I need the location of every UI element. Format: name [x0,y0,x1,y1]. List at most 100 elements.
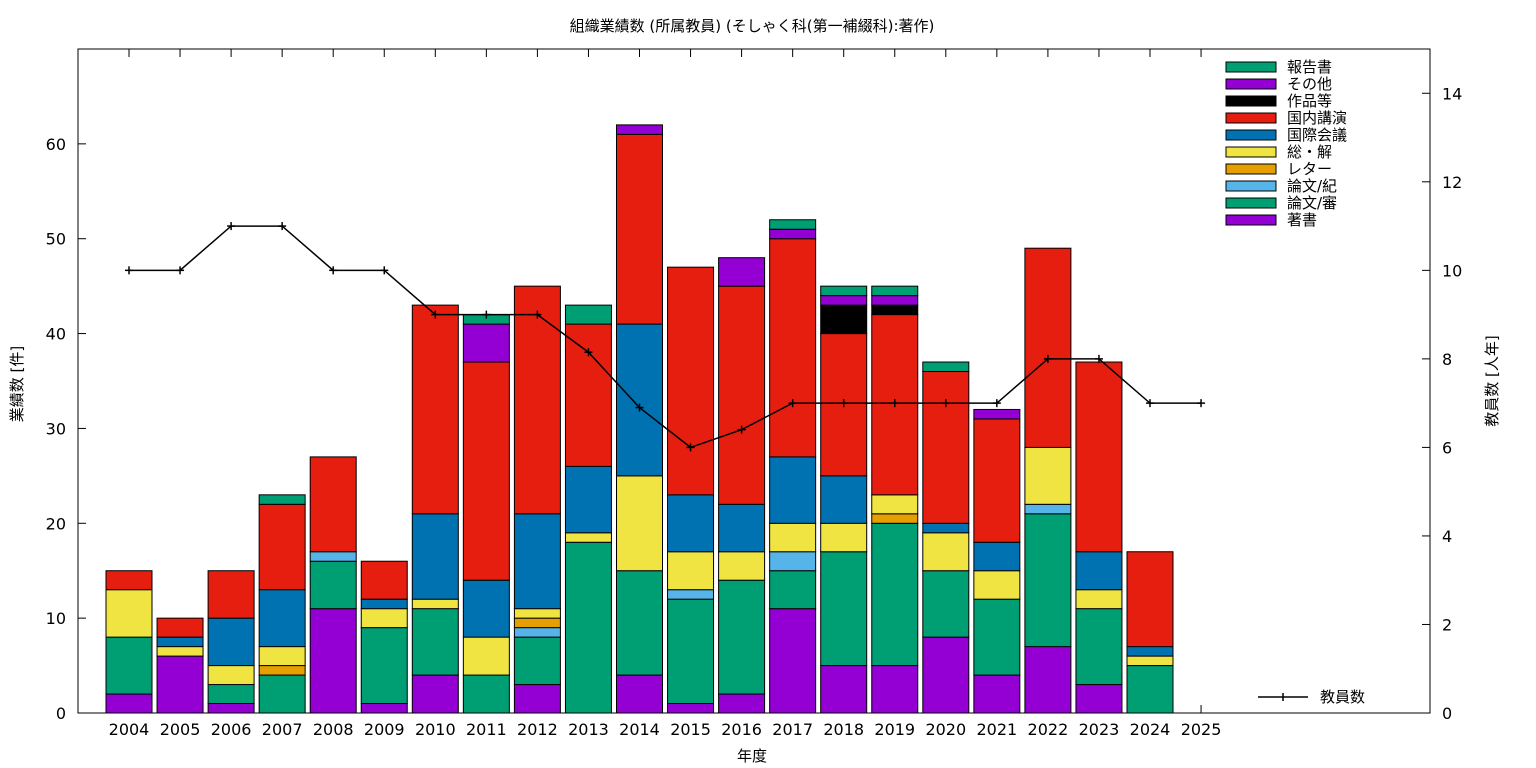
y-tick-label: 0 [56,704,66,723]
y-tick-label: 60 [46,135,66,154]
x-tick-label: 2015 [670,720,711,739]
bar-segment [513,513,561,610]
bar-segment [207,703,255,714]
bar-segment [973,541,1021,572]
bar-segment [769,522,817,553]
bar-segment [616,133,663,325]
bar-segment [871,513,919,524]
bar-segment [718,579,766,695]
bar-segment [871,494,919,515]
bar-segment [769,570,817,610]
bar-segment [922,361,970,373]
legend-label: 論文/審 [1287,194,1337,212]
bar-segment [513,627,561,638]
bar-segment [1075,551,1123,591]
y2-tick-label: 10 [1442,261,1462,280]
legend-swatch [1225,129,1277,141]
x-tick-label: 2022 [1028,720,1069,739]
bar-segment [105,589,153,638]
bar-segment [973,598,1021,676]
bar-segment [207,570,255,619]
bar-segment [258,589,306,648]
x-tick-label: 2021 [976,720,1017,739]
bar-segment [1075,589,1123,610]
bar-segment [156,646,204,657]
bar-segment [922,570,970,638]
bar-segment [360,703,408,714]
x-tick-label: 2007 [262,720,303,739]
x-tick-label: 2009 [364,720,405,739]
bar-segment [1024,446,1072,505]
bar-segment [871,304,919,316]
legend-swatch [1225,95,1277,107]
bar-segment [820,475,868,524]
chart-title: 組織業績数 (所属教員) (そしゃく科(第一補綴科):著作) [570,17,935,35]
y-axis-title: 業績数 [件] [8,346,26,422]
bar-segment [564,323,612,467]
x-tick-label: 2013 [568,720,609,739]
x-tick-label: 2024 [1130,720,1171,739]
bar-segment [1024,513,1072,648]
bar-segment [360,598,408,610]
bar-segment [258,494,306,505]
legend-swatch [1225,197,1277,209]
x-tick-label: 2012 [517,720,558,739]
bar-segment [105,570,153,591]
bar-segment [564,304,612,325]
legend-swatch [1225,180,1277,192]
bar-segment [462,323,510,363]
bar-segment [309,608,357,714]
y-tick-label: 50 [46,230,66,249]
bar-segment [513,684,561,714]
bar-segment [1024,646,1072,714]
bar-segment [769,228,817,240]
x-tick-label: 2025 [1181,720,1222,739]
bar-segment [769,551,817,572]
legend-swatch [1225,78,1277,90]
bar-segment [922,522,970,534]
bar-segment [258,646,306,667]
x-tick-label: 2006 [211,720,252,739]
bar-segment [258,674,306,714]
bar-segment [156,617,204,638]
bar-segment [718,693,766,714]
bar-segment [156,655,204,714]
legend-line-label: 教員数 [1320,688,1365,706]
faculty-count-line [129,225,1202,449]
plot-area: 0 10 20 30 40 50 60 0 2 4 6 8 10 12 14 2004 2005 2006 2007… [46,48,1462,739]
bar-segment [1024,247,1072,448]
bar-segment [1126,665,1174,714]
bar-segment [616,570,663,676]
x-tick-label: 2014 [619,720,660,739]
bar-segment [309,551,357,562]
bar-segment [973,570,1021,600]
bar-segment [973,408,1021,420]
bar-segment [820,551,868,667]
legend-label: 国際会議 [1287,126,1347,144]
bar-segment [411,304,459,515]
bar-segment [564,541,612,714]
bar-segment [922,371,970,524]
bar-segment [513,617,561,629]
legend-swatch [1225,112,1277,124]
x-tick-label: 2016 [721,720,762,739]
bar-segment [769,238,817,458]
bar-segment [1126,646,1174,657]
bar-segment [258,665,306,676]
x-tick-label: 2020 [925,720,966,739]
bar-segment [309,560,357,610]
bar-segment [105,636,153,695]
bar-segment [769,608,817,714]
y2-axis-title: 教員数 [人年] [1483,335,1501,426]
x-tick-label: 2010 [415,720,456,739]
x-tick-label: 2017 [772,720,813,739]
bar-segment [718,503,766,553]
bar-segment [973,674,1021,714]
bar-segment [718,551,766,581]
bar-segment [871,522,919,667]
y2-tick-label: 4 [1442,527,1452,546]
bar-segment [207,684,255,705]
y2-tick-label: 12 [1442,173,1462,192]
